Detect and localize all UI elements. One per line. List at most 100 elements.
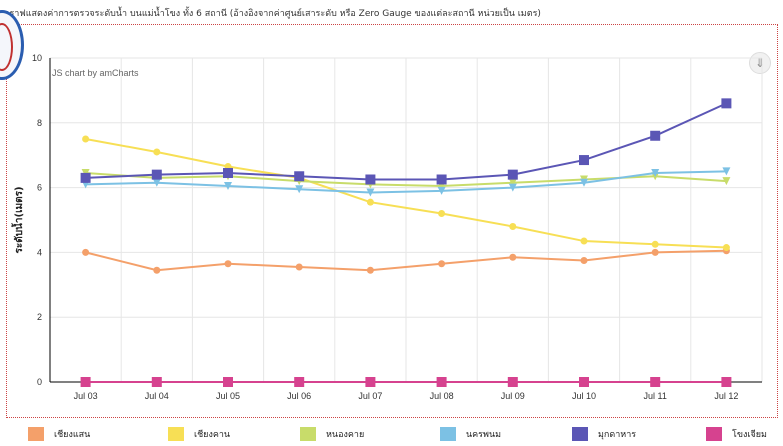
data-point[interactable] [580, 237, 588, 245]
grid-lines [49, 57, 763, 383]
legend-label: มุกดาหาร [598, 430, 637, 440]
legend-label: โขงเจียม [732, 430, 767, 440]
download-icon: ⇓ [754, 56, 766, 70]
y-tick-label: 0 [37, 377, 42, 387]
legend-swatch [440, 427, 456, 441]
x-tick-label: Jul 04 [145, 391, 169, 401]
data-point[interactable] [651, 248, 659, 256]
data-point[interactable] [509, 253, 517, 261]
data-point[interactable] [365, 174, 376, 185]
data-point[interactable] [294, 171, 305, 182]
data-point[interactable] [579, 377, 589, 387]
legend-label: หนองคาย [326, 430, 365, 440]
legend-item[interactable]: เชียงแสน [28, 426, 148, 442]
data-point[interactable] [509, 222, 517, 230]
legend-label: นครพนม [466, 430, 502, 440]
data-point[interactable] [437, 186, 446, 195]
x-tick-label: Jul 11 [644, 391, 667, 401]
data-point[interactable] [438, 260, 446, 268]
legend-swatch [572, 427, 588, 441]
series-layer [80, 98, 732, 387]
legend-swatch [706, 427, 722, 441]
series-line[interactable] [85, 138, 727, 249]
legend-swatch [28, 427, 44, 441]
data-point[interactable] [366, 198, 374, 206]
y-tick-label: 6 [37, 183, 42, 193]
data-point[interactable] [366, 188, 375, 197]
legend-item[interactable]: เชียงคาน [168, 426, 288, 442]
page-title: กราฟแสดงค่าการตรวจระดับน้ำ บนแม่น้ำโขง ท… [4, 9, 541, 19]
data-point[interactable] [508, 183, 517, 192]
data-point[interactable] [365, 377, 376, 387]
data-point[interactable] [151, 377, 162, 387]
series-2 [82, 135, 730, 252]
data-point[interactable] [152, 178, 161, 187]
legend-label: เชียงแสน [54, 430, 91, 440]
legend-item[interactable]: นครพนม [440, 426, 560, 442]
legend-item[interactable]: มุกดาหาร [572, 426, 692, 442]
series-5 [80, 98, 732, 185]
data-point[interactable] [650, 130, 661, 141]
legend-item[interactable]: หนองคาย [300, 426, 420, 442]
series-6 [80, 377, 732, 387]
data-point[interactable] [223, 168, 233, 179]
x-tick-label: Jul 09 [501, 391, 525, 401]
data-point[interactable] [80, 377, 91, 387]
y-tick-label: 10 [32, 53, 42, 63]
series-line[interactable] [85, 249, 727, 272]
data-point[interactable] [224, 260, 232, 268]
x-tick-label: Jul 07 [358, 391, 382, 401]
data-point[interactable] [224, 181, 232, 190]
data-point[interactable] [722, 167, 731, 176]
legend-swatch [300, 427, 316, 441]
x-tick-label: Jul 08 [430, 391, 454, 401]
data-point[interactable] [223, 377, 233, 387]
data-point[interactable] [651, 240, 659, 248]
x-tick-label: Jul 03 [74, 391, 98, 401]
y-axis-label: ระดับน้ำ(เมตร) [11, 186, 25, 253]
y-tick-label: 2 [37, 312, 42, 322]
series-line[interactable] [85, 102, 727, 181]
data-point[interactable] [508, 178, 517, 187]
legend-label: เชียงคาน [194, 430, 231, 440]
data-point[interactable] [294, 377, 305, 387]
data-point[interactable] [436, 377, 447, 387]
data-point[interactable] [153, 148, 161, 156]
data-point[interactable] [580, 257, 588, 264]
data-point[interactable] [295, 263, 303, 271]
data-point[interactable] [721, 377, 732, 387]
legend-item[interactable]: โขงเจียม [706, 426, 783, 442]
data-point[interactable] [722, 177, 731, 186]
data-point[interactable] [295, 185, 304, 194]
data-point[interactable] [153, 266, 161, 274]
data-point[interactable] [80, 172, 91, 183]
data-point[interactable] [438, 210, 446, 218]
x-tick-label: Jul 12 [714, 391, 738, 401]
series-line[interactable] [85, 170, 727, 194]
data-point[interactable] [507, 377, 518, 387]
data-point[interactable] [436, 174, 447, 185]
data-point[interactable] [650, 377, 661, 387]
data-point[interactable] [151, 169, 162, 180]
series-1 [82, 247, 730, 274]
data-point[interactable] [579, 155, 589, 166]
data-point[interactable] [82, 248, 90, 256]
x-tick-label: Jul 10 [572, 391, 596, 401]
axes: 0 2 4 6 8 10 Jul 03 Jul 04 Jul 05 Jul 06 Jul 07 Jul… [32, 53, 762, 401]
legend: เชียงแสน เชียงคาน หนองคาย นครพนม มุกดาหาร โขง… [0, 424, 783, 444]
data-point[interactable] [507, 169, 518, 180]
data-point[interactable] [580, 178, 588, 187]
data-point[interactable] [366, 266, 374, 274]
data-point[interactable] [722, 244, 730, 252]
chart-frame [6, 24, 778, 418]
y-tick-label: 8 [37, 118, 42, 128]
water-level-chart: 0 2 4 6 8 10 Jul 03 Jul 04 Jul 05 Jul 06 Jul 07 Jul… [11, 53, 763, 401]
chart-credit[interactable]: JS chart by amCharts [52, 68, 139, 78]
x-tick-label: Jul 06 [287, 391, 311, 401]
y-tick-label: 4 [37, 247, 42, 257]
x-tick-label: Jul 05 [216, 391, 240, 401]
data-point[interactable] [651, 169, 660, 178]
legend-swatch [168, 427, 184, 441]
data-point[interactable] [721, 98, 732, 109]
data-point[interactable] [82, 135, 90, 143]
